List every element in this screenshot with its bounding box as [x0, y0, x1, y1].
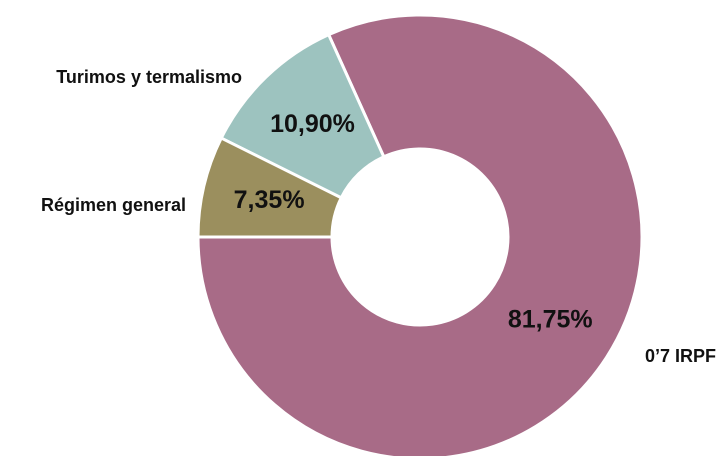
category-label: Régimen general [41, 195, 186, 215]
value-label: 7,35% [234, 186, 305, 214]
category-label: 0’7 IRPF [645, 346, 716, 366]
category-label: Turimos y termalismo [56, 67, 242, 87]
value-label: 81,75% [508, 306, 593, 334]
donut-slice [196, 136, 344, 239]
value-label: 10,90% [270, 110, 355, 138]
donut-slice [196, 13, 644, 456]
